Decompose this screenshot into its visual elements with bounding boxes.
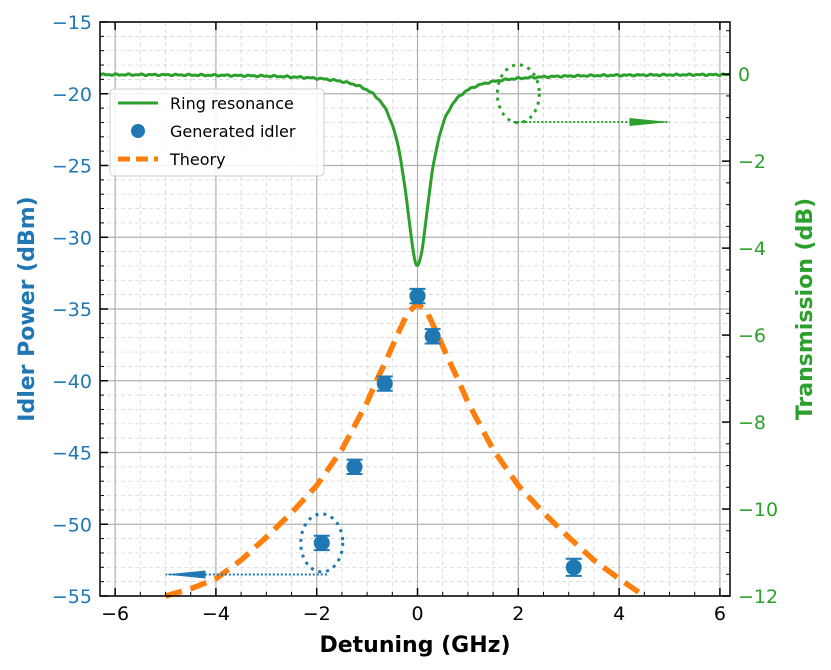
- left-tick-label: −25: [52, 156, 92, 178]
- right-tick-label: −6: [738, 325, 766, 347]
- left-tick-label: −55: [52, 586, 92, 608]
- left-tick-label: −30: [52, 227, 92, 249]
- right-tick-label: −8: [738, 412, 766, 434]
- legend-marker-idler: [131, 124, 145, 138]
- legend-box: [109, 88, 325, 177]
- left-tick-label: −20: [52, 84, 92, 106]
- plot-area: [99, 63, 731, 599]
- right-tick-label: −12: [738, 586, 778, 608]
- right-tick-label: 0: [738, 64, 750, 86]
- idler-point: [565, 559, 582, 576]
- legend-label-ring: Ring resonance: [170, 94, 294, 113]
- right-axis-title: Transmission (dB): [793, 198, 818, 420]
- legend-label-theory: Theory: [169, 150, 226, 169]
- annotation-ellipse: [495, 63, 541, 125]
- left-tick-label: −50: [52, 514, 92, 536]
- idler-point: [313, 534, 330, 551]
- left-tick-label: −15: [52, 12, 92, 34]
- right-tick-label: −2: [738, 151, 766, 173]
- right-tick-label: −10: [738, 499, 778, 521]
- annotation-arrowhead: [165, 570, 206, 579]
- series-theory: [164, 299, 646, 599]
- annotation-arrowhead: [629, 118, 670, 127]
- series-ring-resonance: [99, 72, 731, 268]
- idler-point: [346, 458, 363, 475]
- x-tick-label: −6: [101, 603, 129, 625]
- left-tick-label: −45: [52, 443, 92, 465]
- x-tick-label: 0: [411, 603, 423, 625]
- x-axis-title: Detuning (GHz): [319, 633, 510, 658]
- idler-point: [376, 375, 393, 392]
- x-tick-label: 4: [613, 603, 625, 625]
- left-tick-label: −35: [52, 299, 92, 321]
- x-tick-label: −4: [202, 603, 230, 625]
- x-tick-label: 2: [512, 603, 524, 625]
- grid: [100, 21, 730, 597]
- x-tick-label: −2: [303, 603, 331, 625]
- legend-label-idler: Generated idler: [170, 122, 296, 141]
- legend: Ring resonance Generated idler Theory: [109, 88, 325, 177]
- idler-point: [409, 288, 426, 305]
- left-axis-title: Idler Power (dBm): [15, 196, 40, 421]
- left-tick-label: −40: [52, 371, 92, 393]
- x-tick-label: 6: [714, 603, 726, 625]
- axis-ticks: −6 −4 −2 0 2 4 6−55−50−45−40−35−30−25−20−15−12…: [52, 12, 778, 625]
- annotation-ellipse: [299, 512, 345, 574]
- idler-point: [424, 328, 441, 345]
- right-tick-label: −4: [738, 238, 766, 260]
